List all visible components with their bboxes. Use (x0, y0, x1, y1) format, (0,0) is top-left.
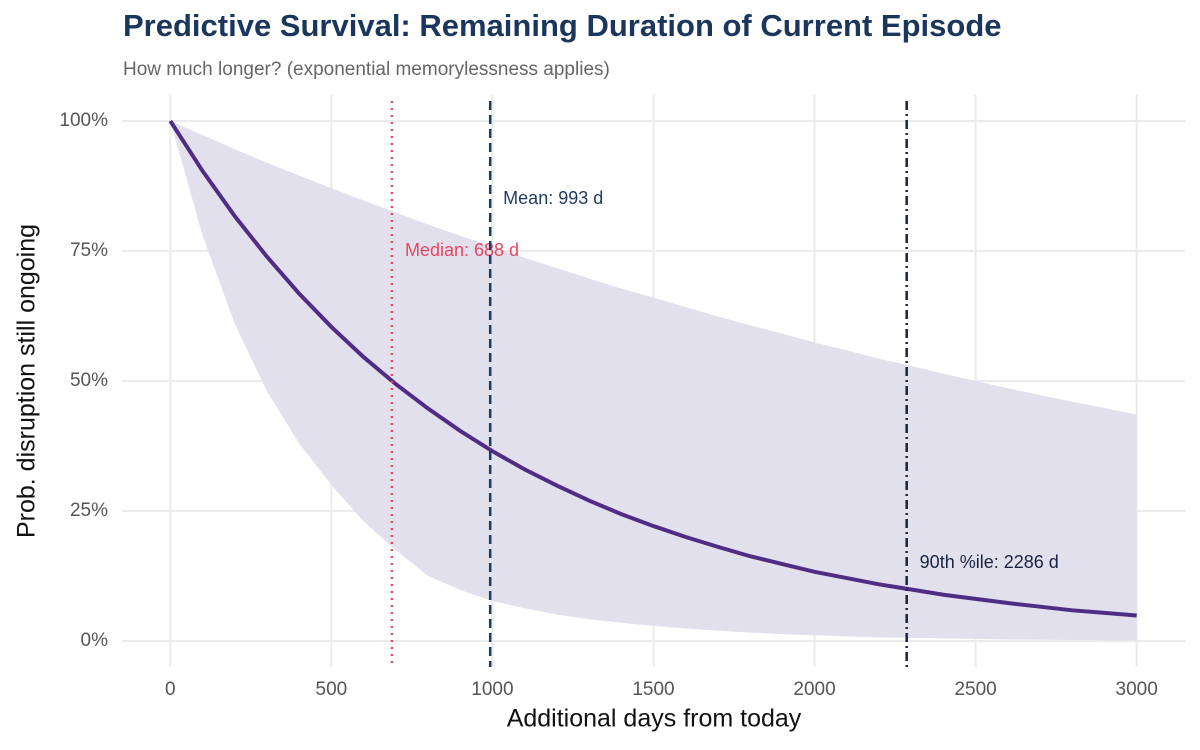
chart-subtitle: How much longer? (exponential memoryless… (123, 59, 610, 80)
survival-line (168, 119, 1137, 618)
x-tick-label: 2500 (954, 679, 996, 700)
x-tick-label: 0 (165, 679, 176, 700)
chart-title: Predictive Survival: Remaining Duration … (123, 8, 1002, 43)
annotation-label: Mean: 993 d (503, 188, 603, 208)
y-tick-label: 0% (81, 630, 109, 651)
y-tick-label: 25% (70, 500, 108, 521)
annotation-label: Median: 688 d (405, 240, 519, 260)
y-tick-label: 75% (70, 240, 108, 261)
x-tick-label: 2000 (793, 679, 835, 700)
x-tick-label: 1500 (632, 679, 674, 700)
y-tick-label: 50% (70, 370, 108, 391)
x-axis-title: Additional days from today (507, 705, 802, 733)
x-tick-label: 3000 (1116, 679, 1158, 700)
x-tick-label: 500 (316, 679, 348, 700)
annotation-label: 90th %ile: 2286 d (920, 552, 1059, 572)
x-tick-label: 1000 (471, 679, 513, 700)
y-tick-label: 100% (59, 110, 108, 131)
y-axis-title: Prob. disruption still ongoing (13, 224, 41, 538)
confidence-band (170, 121, 1137, 641)
